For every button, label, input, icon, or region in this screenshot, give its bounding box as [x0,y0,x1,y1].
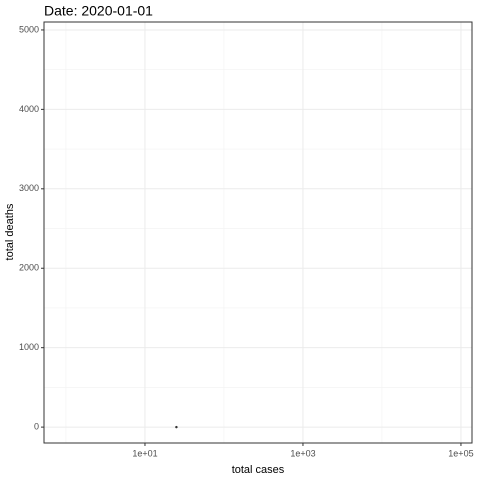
chart-title: Date: 2020-01-01 [44,3,153,19]
y-tick-label: 0 [34,421,39,431]
x-tick-label: 1e+01 [132,448,157,458]
y-tick-label: 3000 [19,183,39,193]
point [175,425,178,429]
x-tick-label: 1e+05 [448,448,473,458]
y-tick-label: 1000 [19,342,39,352]
y-tick-label: 2000 [19,263,39,273]
y-axis-title: total deaths [4,203,16,260]
y-tick-label: 4000 [19,104,39,114]
panel-border [43,21,473,444]
x-axis-title: total cases [232,464,285,476]
y-tick-label: 5000 [19,24,39,34]
x-tick-label: 1e+03 [290,448,315,458]
